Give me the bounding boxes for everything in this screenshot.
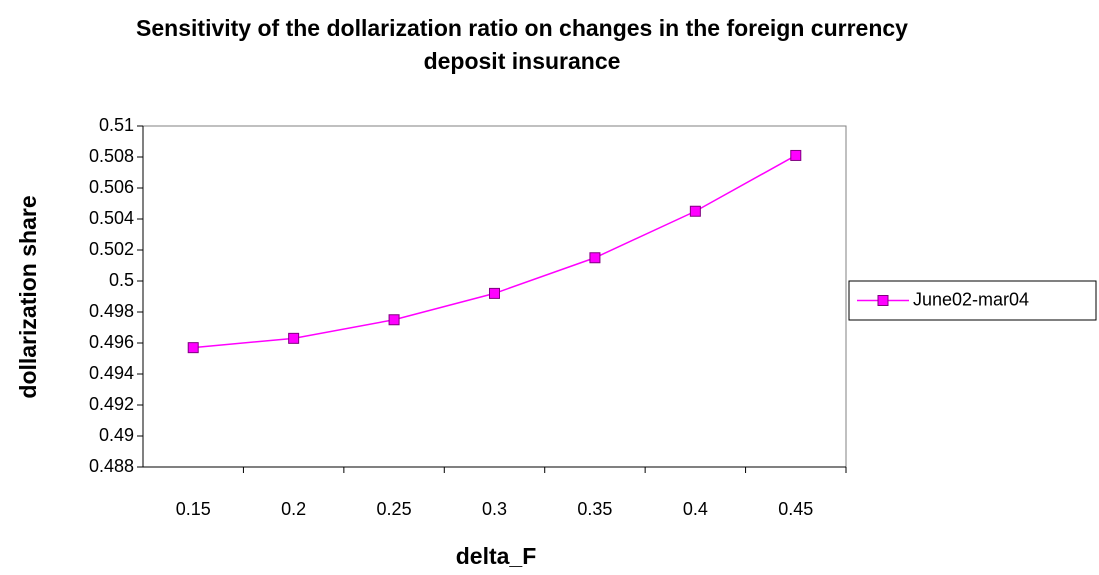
y-tick-label: 0.492 (89, 394, 134, 414)
x-tick-label: 0.2 (281, 499, 306, 519)
x-tick-label: 0.35 (577, 499, 612, 519)
y-tick-label: 0.488 (89, 456, 134, 476)
x-tick-label: 0.4 (683, 499, 708, 519)
marker (388, 314, 400, 326)
y-axis-title: dollarization share (15, 195, 41, 398)
y-tick-label: 0.49 (99, 425, 134, 445)
x-tick-label: 0.45 (778, 499, 813, 519)
marker (288, 332, 300, 344)
marker (187, 342, 199, 354)
y-tick-label: 0.5 (109, 270, 134, 290)
y-tick-label: 0.508 (89, 146, 134, 166)
marker (790, 149, 802, 161)
x-tick-label: 0.15 (176, 499, 211, 519)
marker (489, 287, 500, 299)
y-tick-label: 0.51 (99, 115, 134, 135)
y-tick-label: 0.504 (89, 208, 134, 228)
y-tick-label: 0.496 (89, 332, 134, 352)
x-axis-title: delta_F (456, 543, 537, 569)
legend-label: June02-mar04 (913, 289, 1029, 309)
y-tick-label: 0.498 (89, 301, 134, 321)
chart-title: Sensitivity of the dollarization ratio o… (136, 15, 908, 74)
marker (689, 205, 701, 217)
line (193, 154, 797, 349)
legend-marker (877, 295, 889, 306)
marker (589, 252, 601, 264)
y-tick-label: 0.494 (89, 363, 134, 383)
x-tick-label: 0.25 (377, 499, 412, 519)
x-tick-label: 0.3 (482, 499, 507, 519)
y-tick-label: 0.506 (89, 177, 134, 197)
y-tick-label: 0.502 (89, 239, 134, 259)
